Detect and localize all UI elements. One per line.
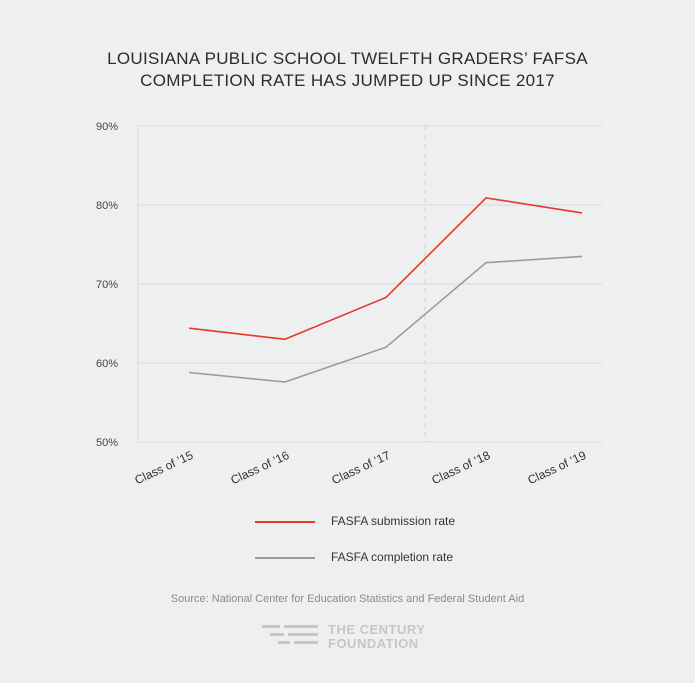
x-tick-label: Class of ’16: [229, 448, 292, 487]
x-tick-label: Class of ’15: [133, 448, 196, 487]
y-tick-label: 70%: [96, 279, 118, 291]
legend-swatch-submission: [255, 521, 315, 523]
century-foundation-logo: THE CENTURY FOUNDATION: [262, 622, 442, 654]
legend-swatch-completion: [255, 557, 315, 559]
y-tick-label: 50%: [96, 437, 118, 449]
series-lines: [188, 197, 583, 383]
x-tick-label: Class of ’19: [526, 448, 589, 487]
y-tick-label: 60%: [96, 358, 118, 370]
logo-wordmark: THE CENTURY FOUNDATION: [328, 623, 425, 651]
y-tick-label: 80%: [96, 200, 118, 212]
y-tick-label: 90%: [96, 121, 118, 133]
x-axis-ticks: Class of ’15 Class of ’16 Class of ’17 Clas…: [133, 448, 589, 487]
chart-title-line-1: LOUISIANA PUBLIC SCHOOL TWELFTH GRADERS’…: [107, 49, 588, 68]
logo-text-line-2: FOUNDATION: [328, 636, 419, 651]
legend-label-completion: FASFA completion rate: [331, 550, 454, 564]
legend-item-submission: FASFA submission rate: [255, 512, 555, 532]
series-line-submission: [188, 197, 583, 341]
logo-text-line-1: THE CENTURY: [328, 622, 426, 637]
chart-title: LOUISIANA PUBLIC SCHOOL TWELFTH GRADERS’…: [0, 48, 695, 92]
series-line-completion: [188, 255, 583, 383]
legend-item-completion: FASFA completion rate: [255, 548, 555, 568]
chart-title-line-2: COMPLETION RATE HAS JUMPED UP SINCE 2017: [140, 71, 555, 90]
source-note: Source: National Center for Education St…: [170, 593, 525, 605]
x-tick-label: Class of ’18: [430, 448, 493, 487]
y-axis-ticks: 50% 60% 70% 80% 90%: [96, 121, 118, 449]
legend-label-submission: FASFA submission rate: [331, 514, 456, 528]
x-tick-label: Class of ’17: [330, 448, 393, 487]
grid: [137, 125, 602, 443]
logo-mark-icon: [262, 625, 318, 644]
